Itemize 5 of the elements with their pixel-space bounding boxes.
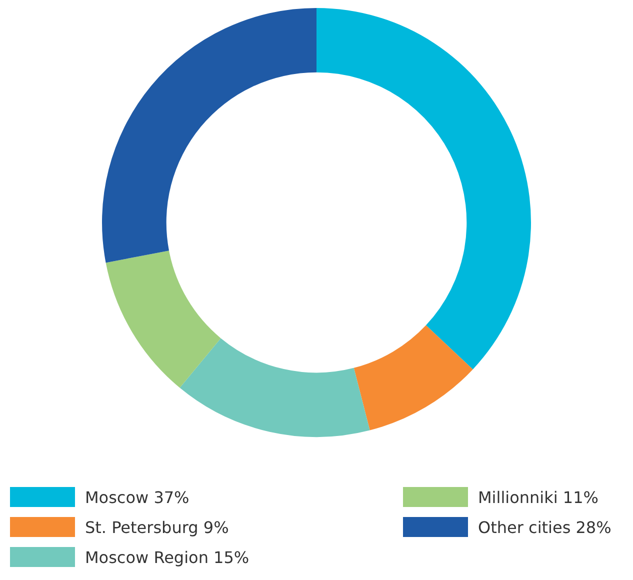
legend-label: Moscow 37% <box>85 488 190 506</box>
legend-label: Millionniki 11% <box>478 488 598 506</box>
legend-label: Moscow Region 15% <box>85 548 250 566</box>
legend-label: Other cities 28% <box>478 518 612 536</box>
legend-label: St. Petersburg 9% <box>85 518 229 536</box>
